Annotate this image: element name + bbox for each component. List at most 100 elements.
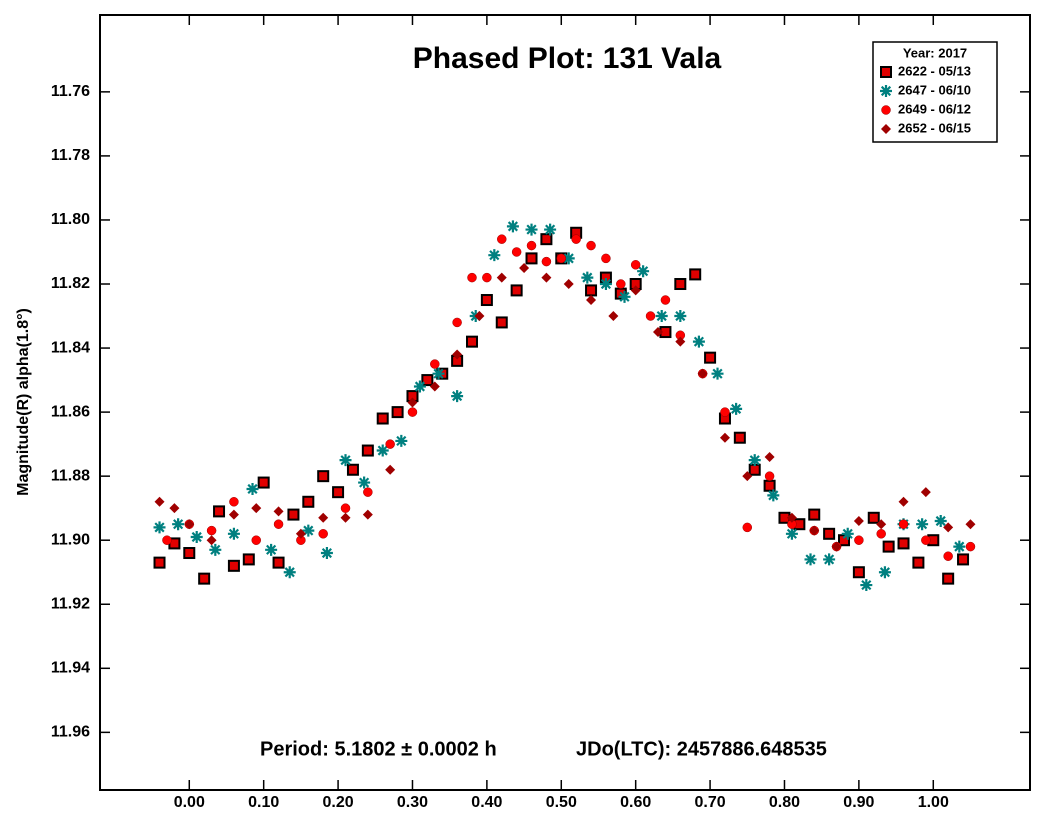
data-point [421, 374, 434, 387]
data-point [808, 508, 821, 521]
data-point [506, 220, 519, 233]
data-point [719, 432, 730, 443]
legend-label: 2649 - 06/12 [898, 101, 971, 116]
data-point [540, 233, 553, 246]
data-point [317, 470, 330, 483]
data-point [653, 327, 663, 338]
data-point [618, 290, 631, 303]
data-point [852, 566, 865, 579]
data-point [711, 367, 724, 380]
data-point [488, 249, 501, 262]
data-point [251, 535, 261, 545]
y-tick-label: 11.90 [51, 531, 90, 548]
data-point [876, 519, 887, 530]
data-point [358, 476, 371, 489]
data-point [519, 262, 530, 273]
data-point [318, 529, 328, 539]
data-point [391, 406, 404, 419]
data-point [616, 279, 626, 289]
data-point [916, 518, 929, 531]
data-point [474, 311, 485, 322]
data-point [748, 454, 761, 467]
data-point [645, 311, 656, 321]
data-point [876, 529, 886, 539]
data-point [804, 553, 817, 566]
data-point [295, 528, 306, 539]
data-point [452, 317, 462, 328]
data-point [526, 240, 537, 251]
data-point [525, 223, 538, 236]
data-point [339, 454, 352, 467]
data-point [601, 253, 611, 264]
data-point [346, 463, 359, 476]
data-point [692, 335, 705, 348]
y-tick-label: 11.96 [51, 724, 90, 741]
data-point [630, 260, 641, 270]
x-tick-label: 0.80 [769, 794, 800, 811]
data-point [376, 412, 389, 425]
data-point [637, 265, 650, 278]
data-point [206, 535, 217, 546]
data-point [162, 535, 172, 545]
data-point [823, 553, 836, 566]
data-point [957, 553, 970, 566]
y-tick-label: 11.76 [51, 83, 90, 100]
data-point [748, 463, 761, 476]
y-tick-label: 11.84 [51, 339, 90, 356]
data-point [228, 509, 239, 520]
data-point [660, 295, 671, 305]
data-point [482, 272, 492, 283]
data-point [571, 234, 581, 244]
annotation: Period: 5.1802 ± 0.0002 h [260, 738, 497, 760]
legend-marker [880, 66, 892, 78]
data-point [429, 381, 440, 392]
data-point [860, 579, 873, 592]
data-point [265, 543, 278, 556]
data-point [942, 572, 955, 585]
data-point [320, 547, 333, 560]
y-tick-label: 11.92 [51, 595, 90, 612]
data-point [831, 541, 842, 552]
data-point [853, 515, 864, 526]
data-point [480, 294, 493, 307]
data-point [495, 316, 508, 329]
x-tick-label: 0.70 [695, 794, 726, 811]
data-point [497, 234, 507, 244]
data-point [227, 527, 240, 540]
data-point [965, 541, 976, 552]
data-point [934, 514, 947, 527]
data-point [496, 272, 507, 283]
data-point [395, 434, 408, 447]
data-point [246, 482, 259, 495]
x-tick-label: 0.10 [248, 794, 279, 811]
data-point [581, 271, 594, 284]
data-point [525, 252, 538, 265]
data-point [953, 540, 966, 553]
chart-title: Phased Plot: 131 Vala [413, 42, 722, 75]
data-point [407, 397, 418, 408]
data-point [809, 525, 820, 536]
data-point [785, 527, 798, 540]
y-tick-label: 11.86 [51, 403, 90, 420]
data-point [510, 284, 523, 297]
data-point [541, 256, 552, 267]
data-point [251, 503, 262, 514]
data-point [841, 527, 854, 540]
data-point [153, 556, 166, 569]
x-tick-label: 0.40 [471, 794, 502, 811]
legend-marker [880, 85, 892, 97]
data-point [689, 268, 702, 281]
data-point [562, 252, 575, 265]
x-tick-label: 0.00 [174, 794, 205, 811]
data-point [730, 402, 743, 415]
data-point [407, 407, 418, 417]
data-point [227, 559, 240, 572]
data-point [675, 336, 686, 347]
data-point [763, 479, 776, 492]
data-point [943, 551, 953, 561]
data-point [764, 451, 775, 462]
data-point [556, 253, 567, 264]
data-point [363, 487, 373, 497]
data-point [206, 525, 217, 536]
